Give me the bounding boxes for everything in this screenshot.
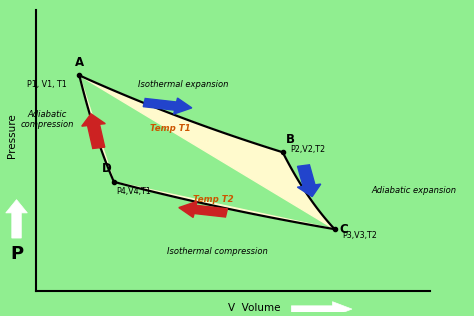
Text: V  Volume: V Volume [228,302,281,313]
Text: Adiabatic expansion: Adiabatic expansion [372,186,456,195]
FancyArrow shape [297,165,321,197]
Text: Pressure: Pressure [7,114,17,158]
FancyArrow shape [6,200,27,238]
Text: B: B [286,133,295,146]
Text: P4,V4,T1: P4,V4,T1 [116,187,151,196]
Text: A: A [75,56,84,69]
FancyArrow shape [179,201,228,217]
Text: Temp T2: Temp T2 [193,195,234,204]
Polygon shape [79,75,335,229]
Text: P1, V1, T1: P1, V1, T1 [27,80,66,89]
Text: D: D [102,162,112,175]
Text: P3,V3,T2: P3,V3,T2 [342,231,377,240]
Text: P: P [10,246,23,264]
Text: C: C [340,223,348,236]
FancyArrow shape [143,98,192,114]
Text: Isothermal compression: Isothermal compression [167,247,268,256]
Text: P2,V2,T2: P2,V2,T2 [291,145,326,154]
FancyArrow shape [82,114,105,149]
Text: Adiabatic
compression: Adiabatic compression [20,110,73,130]
Text: Isothermal expansion: Isothermal expansion [138,80,228,89]
FancyArrow shape [292,302,352,316]
Text: Temp T1: Temp T1 [150,124,191,133]
